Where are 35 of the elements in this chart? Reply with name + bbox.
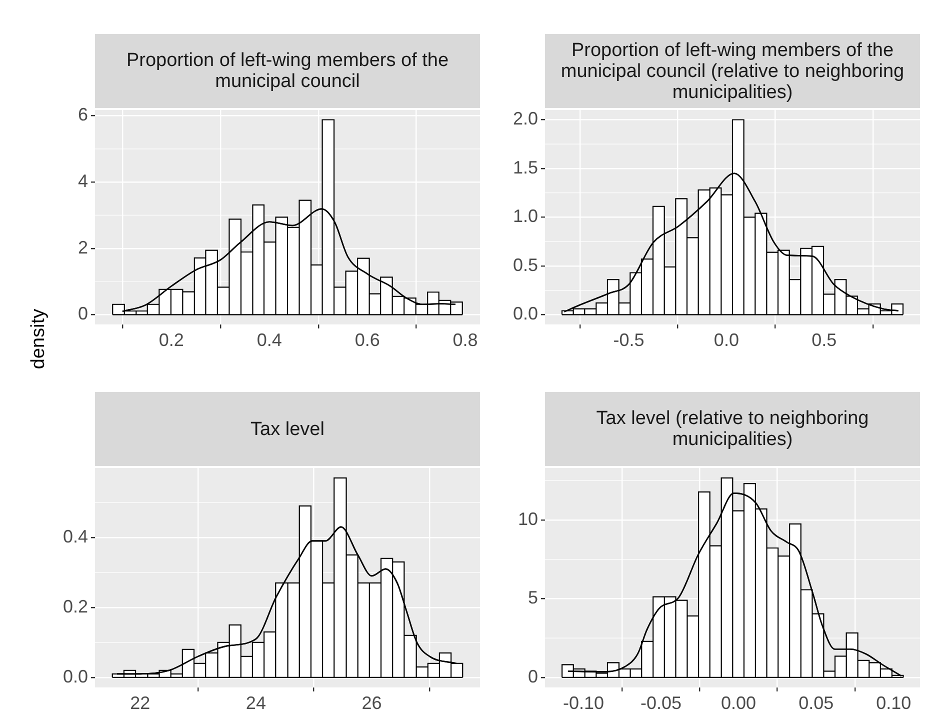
x-tick-label: 26 [362,693,382,714]
y-tick-label: 1.0 [512,206,538,226]
x-tick-label: 0.6 [354,330,380,350]
x-tick-label: 24 [246,693,266,714]
x-tick-label: 0.4 [256,330,282,350]
x-tick-label: -0.05 [640,693,682,714]
x-tick-label: -0.10 [562,693,604,714]
y-tick-label: 4 [78,171,88,192]
y-axis-title: density [28,308,50,369]
chart-title: Tax level (relative to neighboring municipalities) [545,392,920,466]
x-tick-label: 0.05 [798,693,834,714]
y-tick-label: 0.2 [62,596,88,616]
y-tick-label: 10 [518,508,538,529]
x-tick-label: 0.00 [721,693,756,714]
x-tick-label: -0.5 [613,330,644,350]
y-tick-label: 5 [528,588,538,608]
x-tick-label: 0.8 [452,330,478,350]
x-tick-label: 0.5 [812,330,837,350]
y-tick-label: 0.0 [62,666,88,686]
y-tick-label: 6 [78,104,88,125]
y-tick-label: 2.0 [512,108,538,129]
y-tick-label: 2 [78,237,88,258]
x-tick-label: 0.0 [714,330,739,350]
y-tick-label: 1.5 [512,157,538,178]
chart-title: Tax level [95,392,480,466]
y-tick-label: 0.5 [512,254,538,275]
chart-title: Proportion of left-wing members of the municipal council [95,34,480,108]
chart-title: Proportion of left-wing members of the municipal council (relative to neighboring municipalities) [545,34,920,108]
y-tick-label: 0 [78,304,88,324]
y-tick-label: 0 [528,666,538,686]
x-tick-label: 22 [130,693,150,714]
x-tick-label: 0.10 [876,693,912,714]
y-tick-label: 0.4 [62,526,88,546]
y-tick-label: 0.0 [512,304,538,324]
x-tick-label: 0.2 [158,330,184,350]
